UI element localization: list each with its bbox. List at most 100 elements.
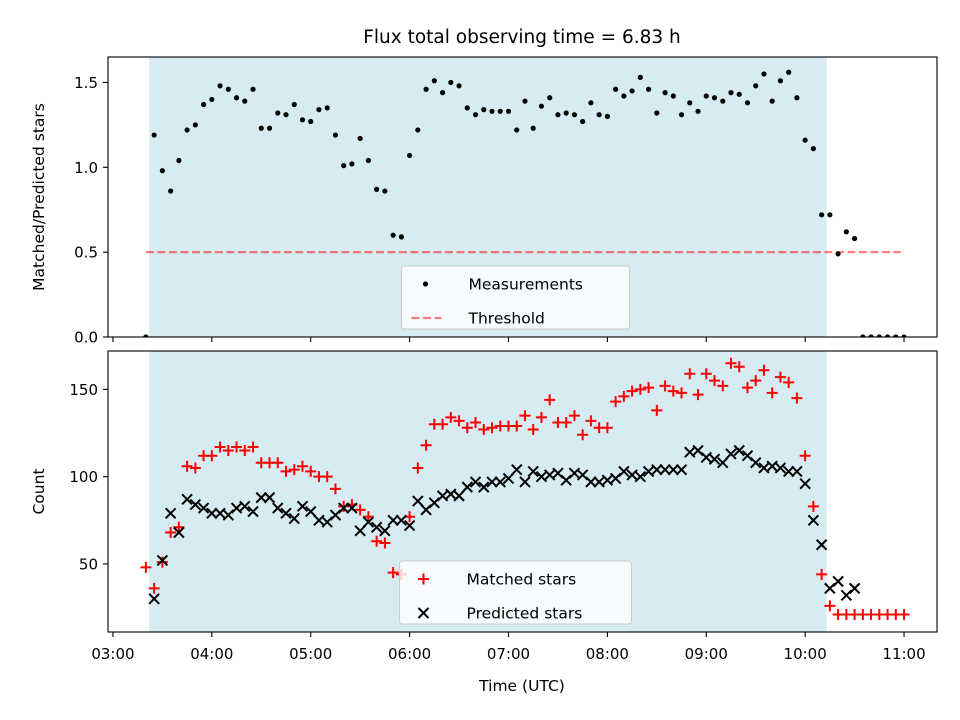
matched-star-point bbox=[189, 462, 201, 474]
matched-star-point bbox=[667, 385, 679, 397]
predicted-star-point bbox=[173, 526, 185, 539]
measurement-point bbox=[209, 96, 215, 103]
matched-star-point bbox=[354, 504, 366, 516]
matched-star-point bbox=[659, 380, 671, 392]
matched-star-point bbox=[247, 441, 259, 453]
measurement-point bbox=[736, 91, 742, 97]
predicted-star-point bbox=[618, 465, 630, 478]
predicted-star-point bbox=[354, 525, 366, 537]
predicted-star-point bbox=[494, 476, 506, 488]
matched-star-point bbox=[626, 385, 638, 397]
predicted-star-point bbox=[255, 491, 267, 504]
measurement-point bbox=[184, 127, 190, 133]
matched-star-point bbox=[610, 396, 622, 408]
predicted-star-point bbox=[206, 507, 218, 520]
x-tick-label: 08:00 bbox=[586, 645, 629, 663]
matched-star-point bbox=[700, 368, 712, 380]
measurement-point bbox=[744, 100, 751, 106]
matched-star-point bbox=[420, 439, 432, 451]
matched-star-point bbox=[379, 537, 391, 549]
measurement-point bbox=[555, 112, 561, 118]
y-axis-label: Count bbox=[30, 468, 48, 514]
x-axis-label: Time (UTC) bbox=[478, 677, 565, 695]
predicted-star-point bbox=[412, 495, 424, 507]
predicted-star-point bbox=[370, 521, 383, 533]
matched-star-point bbox=[181, 460, 193, 472]
measurement-point bbox=[547, 95, 553, 101]
plot-area bbox=[140, 351, 910, 632]
predicted-star-point bbox=[469, 476, 482, 488]
matched-star-point bbox=[799, 450, 811, 462]
matched-star-point bbox=[214, 441, 226, 453]
predicted-star-point bbox=[461, 481, 473, 493]
matched-star-point bbox=[676, 387, 688, 399]
predicted-star-point bbox=[486, 476, 498, 488]
predicted-star-point bbox=[774, 462, 787, 474]
predicted-star-point bbox=[346, 502, 358, 514]
plot-area bbox=[143, 57, 907, 337]
chart-title: Flux total observing time = 6.83 h bbox=[363, 27, 681, 48]
predicted-star-point bbox=[263, 491, 276, 504]
matched-star-point bbox=[527, 424, 539, 436]
matched-star-point bbox=[305, 465, 317, 477]
measurement-point bbox=[654, 110, 660, 116]
measurement-point bbox=[382, 188, 388, 194]
predicted-star-point bbox=[379, 525, 391, 537]
matched-star-point bbox=[618, 390, 630, 402]
measurement-point bbox=[472, 112, 479, 118]
matched-star-point bbox=[173, 521, 185, 533]
measurement-point bbox=[835, 251, 841, 257]
measurement-point bbox=[225, 86, 231, 92]
matched-star-point bbox=[486, 422, 498, 434]
measurement-point bbox=[563, 110, 569, 116]
matched-star-point bbox=[140, 561, 152, 573]
predicted-star-point bbox=[148, 593, 160, 605]
measurement-point bbox=[884, 334, 891, 337]
measurement-point bbox=[407, 152, 413, 159]
legend-matched-marker bbox=[418, 573, 429, 585]
predicted-star-point bbox=[156, 554, 169, 567]
matched-star-point bbox=[519, 410, 531, 422]
measurement-point bbox=[777, 78, 784, 84]
matched-star-point bbox=[453, 415, 465, 427]
matched-star-point bbox=[577, 429, 589, 441]
measurement-point bbox=[374, 186, 380, 192]
measurement-point bbox=[192, 122, 198, 128]
matched-star-point bbox=[634, 383, 646, 395]
measurement-point bbox=[613, 86, 619, 92]
legend-label: Threshold bbox=[468, 310, 545, 328]
measurement-point bbox=[761, 71, 767, 77]
measurement-point bbox=[629, 88, 635, 94]
measurement-point bbox=[505, 108, 512, 114]
y-tick-label: 1.0 bbox=[74, 159, 98, 177]
y-tick-label: 0.5 bbox=[74, 244, 98, 262]
y-tick-label: 150 bbox=[69, 381, 98, 399]
matched-star-point bbox=[758, 364, 770, 376]
predicted-star-point bbox=[305, 505, 317, 518]
matched-star-point bbox=[585, 415, 597, 427]
matched-star-point bbox=[222, 444, 234, 456]
predicted-star-point bbox=[832, 575, 844, 588]
x-tick-label: 06:00 bbox=[388, 645, 431, 663]
matched-star-point bbox=[733, 361, 745, 373]
predicted-star-point bbox=[519, 476, 531, 488]
measurement-point bbox=[893, 334, 899, 337]
measurement-point bbox=[514, 127, 520, 133]
measurement-point bbox=[283, 112, 289, 118]
matched-star-point bbox=[783, 376, 795, 388]
measurement-point bbox=[143, 334, 149, 337]
predicted-star-point bbox=[791, 465, 803, 478]
matched-star-point bbox=[362, 511, 374, 523]
measurement-point bbox=[481, 107, 487, 113]
matched-star-point bbox=[148, 582, 160, 594]
matched-star-point bbox=[692, 389, 704, 401]
matched-star-point bbox=[280, 465, 292, 477]
legend-measurement-marker bbox=[422, 281, 429, 287]
predicted-star-point bbox=[807, 514, 820, 527]
measurement-point bbox=[349, 161, 355, 167]
matched-star-point bbox=[750, 375, 762, 387]
matched-star-point bbox=[231, 441, 243, 453]
predicted-star-point bbox=[181, 493, 193, 506]
predicted-star-point bbox=[675, 463, 688, 476]
measurement-point bbox=[423, 86, 429, 92]
